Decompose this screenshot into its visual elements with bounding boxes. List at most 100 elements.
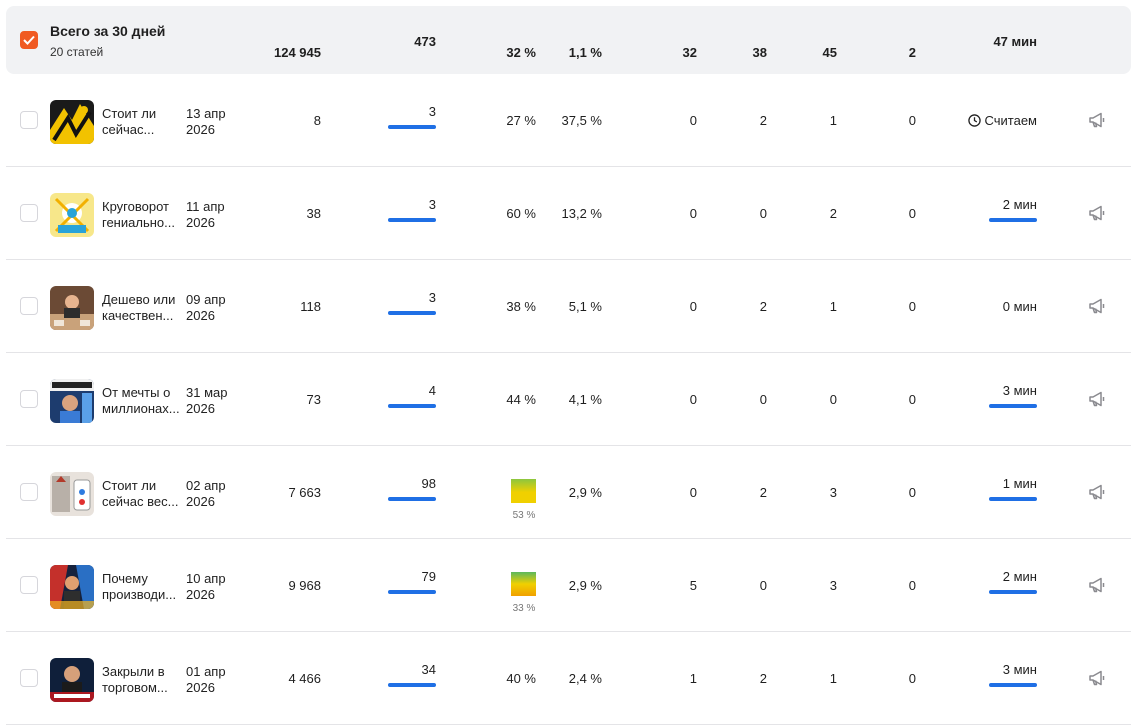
table-row[interactable]: Дешево или качествен... 09 апр 2026 118 3 … [6, 260, 1131, 353]
time-bar [989, 590, 1037, 594]
megaphone-icon[interactable] [1087, 575, 1107, 595]
article-date: 01 апр 2026 [186, 664, 226, 695]
count-4-value: 0 [908, 113, 916, 128]
count-2-value: 0 [759, 578, 767, 593]
summary-views: 124 945 [274, 45, 321, 60]
megaphone-icon[interactable] [1087, 203, 1107, 223]
views-value: 7 663 [288, 485, 321, 500]
reads-value: 3 [428, 290, 436, 305]
table-row[interactable]: От мечты о миллионах... 31 мар 2026 73 4 4… [6, 353, 1131, 446]
time-value: 3 мин [1002, 662, 1037, 677]
summary-c1: 32 [682, 45, 697, 60]
megaphone-icon[interactable] [1087, 668, 1107, 688]
reads-bar [388, 590, 436, 594]
row-checkbox[interactable] [20, 390, 38, 408]
count-2-value: 2 [759, 485, 767, 500]
reads-value: 98 [421, 476, 436, 491]
row-checkbox[interactable] [20, 111, 38, 129]
count-1-value: 0 [689, 299, 697, 314]
article-title[interactable]: Дешево или качествен... [102, 292, 176, 323]
table-row[interactable]: Закрыли в торговом... 01 апр 2026 4 466 34… [6, 632, 1131, 725]
count-1-value: 0 [689, 392, 697, 407]
summary-c4: 2 [908, 45, 916, 60]
reads-value: 79 [421, 569, 436, 584]
read-pct-gradient [511, 572, 536, 596]
article-title[interactable]: Закрыли в торговом... [102, 664, 168, 695]
views-value: 8 [313, 113, 321, 128]
views-value: 118 [300, 299, 321, 314]
summary-title: Всего за 30 дней [50, 23, 166, 39]
count-2-value: 2 [759, 671, 767, 686]
read-pct-gradient [511, 479, 536, 503]
summary-row: Всего за 30 дней 20 статей 124 945 473 3… [6, 6, 1131, 74]
count-4-value: 0 [908, 206, 916, 221]
count-3-value: 1 [829, 299, 837, 314]
read-pct-value: 60 % [506, 206, 536, 221]
check-icon [23, 35, 35, 45]
read-pct-value: 27 % [506, 113, 536, 128]
article-thumbnail[interactable] [50, 472, 94, 516]
ctr-value: 37,5 % [561, 113, 602, 128]
count-4-value: 0 [908, 485, 916, 500]
count-2-value: 0 [759, 392, 767, 407]
article-thumbnail[interactable] [50, 379, 94, 423]
megaphone-icon[interactable] [1087, 389, 1107, 409]
select-all-checkbox[interactable] [20, 31, 38, 49]
table-row[interactable]: Почему производи... 10 апр 2026 9 968 79 3… [6, 539, 1131, 632]
article-title[interactable]: От мечты о миллионах... [102, 385, 180, 416]
time-value: 1 мин [1002, 476, 1037, 491]
read-pct-value: 44 % [506, 392, 536, 407]
time-value: 3 мин [1002, 383, 1037, 398]
table-row[interactable]: Круговорот гениально... 11 апр 2026 38 3 6… [6, 167, 1131, 260]
views-value: 9 968 [288, 578, 321, 593]
ctr-value: 5,1 % [568, 299, 602, 314]
reads-value: 4 [428, 383, 436, 398]
time-bar [989, 683, 1037, 687]
count-3-value: 1 [829, 671, 837, 686]
time-value: Считаем [984, 113, 1037, 128]
count-1-value: 0 [689, 485, 697, 500]
count-3-value: 3 [829, 485, 837, 500]
reads-bar [388, 311, 436, 315]
reads-bar [388, 125, 436, 129]
reads-bar [388, 683, 436, 687]
article-date: 31 мар 2026 [186, 385, 228, 416]
reads-value: 3 [428, 197, 436, 212]
row-checkbox[interactable] [20, 576, 38, 594]
row-checkbox[interactable] [20, 483, 38, 501]
count-4-value: 0 [908, 392, 916, 407]
table-row[interactable]: Стоит ли сейчас вес... 02 апр 2026 7 663 9… [6, 446, 1131, 539]
article-thumbnail[interactable] [50, 658, 94, 702]
stats-table: Всего за 30 дней 20 статей 124 945 473 3… [6, 6, 1131, 725]
ctr-value: 13,2 % [561, 206, 602, 221]
row-checkbox[interactable] [20, 669, 38, 687]
ctr-value: 2,9 % [568, 485, 602, 500]
reads-bar [388, 497, 436, 501]
article-thumbnail[interactable] [50, 286, 94, 330]
row-checkbox[interactable] [20, 297, 38, 315]
article-thumbnail[interactable] [50, 100, 94, 144]
count-1-value: 0 [689, 206, 697, 221]
article-title[interactable]: Стоит ли сейчас вес... [102, 478, 179, 509]
count-3-value: 0 [829, 392, 837, 407]
megaphone-icon[interactable] [1087, 482, 1107, 502]
article-title[interactable]: Стоит ли сейчас... [102, 106, 157, 137]
ctr-value: 4,1 % [568, 392, 602, 407]
megaphone-icon[interactable] [1087, 110, 1107, 130]
article-title[interactable]: Почему производи... [102, 571, 177, 602]
row-checkbox[interactable] [20, 204, 38, 222]
clock-icon [967, 114, 981, 127]
article-thumbnail[interactable] [50, 193, 94, 237]
table-row[interactable]: Стоит ли сейчас... 13 апр 2026 8 3 27 % 37… [6, 74, 1131, 167]
megaphone-icon[interactable] [1087, 296, 1107, 316]
count-2-value: 2 [759, 299, 767, 314]
summary-read-pct: 32 % [506, 45, 536, 60]
read-pct-value: 38 % [506, 299, 536, 314]
reads-value: 3 [428, 104, 436, 119]
article-title[interactable]: Круговорот гениально... [102, 199, 175, 230]
reads-bar [388, 404, 436, 408]
article-date: 13 апр 2026 [186, 106, 226, 137]
summary-reads: 473 [414, 34, 436, 49]
article-thumbnail[interactable] [50, 565, 94, 609]
views-value: 38 [306, 206, 321, 221]
